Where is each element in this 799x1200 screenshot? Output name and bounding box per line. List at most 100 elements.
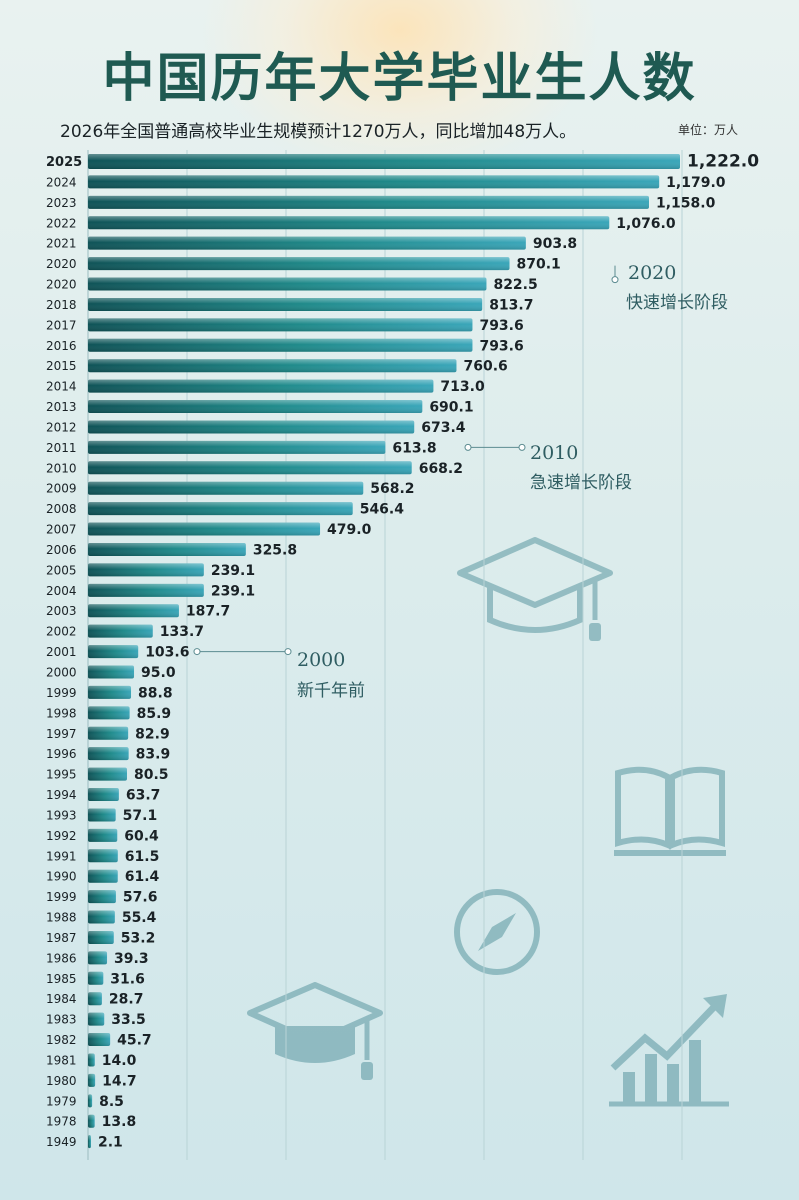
bar-shine [88, 400, 423, 414]
year-label: 2015 [46, 359, 77, 373]
annotation-2020-year: 2020 [628, 262, 677, 284]
year-label: 1995 [46, 768, 77, 782]
value-label: 187.7 [186, 604, 230, 620]
year-label: 1980 [46, 1074, 77, 1088]
value-label: 13.8 [102, 1114, 137, 1130]
value-label: 61.4 [125, 869, 160, 885]
value-label: 903.8 [533, 236, 577, 252]
bar-shine [88, 604, 179, 618]
year-label: 2018 [46, 298, 77, 312]
year-label: 2021 [46, 237, 77, 251]
bar-shine [88, 257, 510, 271]
year-label: 2005 [46, 563, 77, 577]
year-label: 2014 [46, 380, 77, 394]
value-label: 8.5 [99, 1094, 124, 1110]
bar-shine [88, 624, 153, 638]
bar-shine [88, 583, 204, 597]
value-label: 53.2 [121, 930, 156, 946]
value-label: 61.5 [125, 849, 160, 865]
bar-shine [88, 849, 118, 863]
value-label: 85.9 [137, 706, 172, 722]
bar-shine [88, 1073, 96, 1087]
bar-shine [88, 297, 483, 311]
value-label: 14.0 [102, 1053, 137, 1069]
graduation-cap-icon [457, 537, 613, 641]
bar-shine [88, 481, 364, 495]
year-label: 1998 [46, 706, 77, 720]
year-label: 2008 [46, 502, 77, 516]
bar-shine [88, 869, 118, 883]
bar-shine [88, 502, 353, 516]
value-label: 57.6 [123, 890, 158, 906]
year-label: 2020 [46, 278, 77, 292]
year-label: 2025 [46, 155, 82, 170]
bar-shine [88, 828, 118, 842]
bar-shine [88, 522, 321, 536]
bar-shine [88, 563, 204, 577]
value-label: 239.1 [211, 563, 255, 579]
year-label: 1985 [46, 972, 77, 986]
bar-shine [88, 910, 115, 924]
rising-chart-icon [609, 994, 729, 1107]
bar-shine [88, 992, 102, 1006]
bar-shine [88, 461, 412, 475]
compass-icon [454, 889, 540, 975]
value-label: 31.6 [110, 971, 145, 987]
year-label: 2020 [46, 257, 77, 271]
year-label: 1978 [46, 1115, 77, 1129]
year-label: 1987 [46, 931, 77, 945]
year-label: 2017 [46, 318, 77, 332]
value-label: 88.8 [138, 685, 173, 701]
value-label: 793.6 [479, 318, 523, 334]
year-label: 1979 [46, 1094, 77, 1108]
annotation-dot [518, 443, 526, 451]
value-label: 103.6 [145, 645, 189, 661]
year-label: 2009 [46, 482, 77, 496]
subtitle: 2026年全国普通高校毕业生规模预计1270万人，同比增加48万人。 [60, 122, 577, 142]
bar-shine [88, 195, 649, 209]
value-label: 80.5 [134, 767, 169, 783]
bar-shine [88, 175, 660, 189]
annotation-2000-year: 2000 [297, 649, 346, 671]
year-label: 1949 [46, 1135, 77, 1149]
value-label: 1,158.0 [656, 195, 716, 211]
year-label: 1984 [46, 992, 77, 1006]
bar-shine [88, 747, 129, 761]
bar-shine [88, 930, 114, 944]
annotation-2010-year: 2010 [530, 442, 579, 464]
open-book-icon [614, 766, 726, 856]
year-label: 2022 [46, 216, 77, 230]
unit-label: 单位：万人 [678, 123, 739, 137]
bar-shine [88, 767, 127, 781]
bar-shine [88, 318, 473, 332]
year-label: 1993 [46, 808, 77, 822]
value-label: 713.0 [440, 379, 485, 395]
year-label: 1999 [46, 890, 77, 904]
page-title: 中国历年大学毕业生人数 [102, 49, 697, 109]
value-label: 45.7 [117, 1033, 152, 1049]
bar-shine [88, 216, 610, 230]
value-label: 690.1 [429, 400, 473, 416]
annotation-dot [284, 648, 292, 656]
value-label: 55.4 [122, 910, 157, 926]
value-label: 83.9 [136, 747, 171, 763]
annotation-2020-text: 快速增长阶段 [626, 293, 728, 313]
bar-shine [88, 1114, 95, 1128]
annotation-2010-text: 急速增长阶段 [530, 473, 632, 493]
value-label: 2.1 [98, 1135, 123, 1151]
bar-shine [88, 338, 473, 352]
value-label: 39.3 [114, 951, 149, 967]
year-label: 2023 [46, 196, 77, 210]
value-label: 479.0 [327, 522, 372, 538]
value-label: 1,076.0 [616, 216, 676, 232]
bar-shine [88, 1094, 93, 1108]
year-label: 2013 [46, 400, 77, 414]
bar-shine [88, 542, 246, 556]
year-label: 2004 [46, 584, 77, 598]
year-label: 1994 [46, 788, 77, 802]
year-label: 1997 [46, 727, 77, 741]
bar-shine [88, 379, 434, 393]
bar-shine [88, 788, 119, 802]
value-label: 14.7 [102, 1073, 137, 1089]
annotation-dot [464, 443, 472, 451]
